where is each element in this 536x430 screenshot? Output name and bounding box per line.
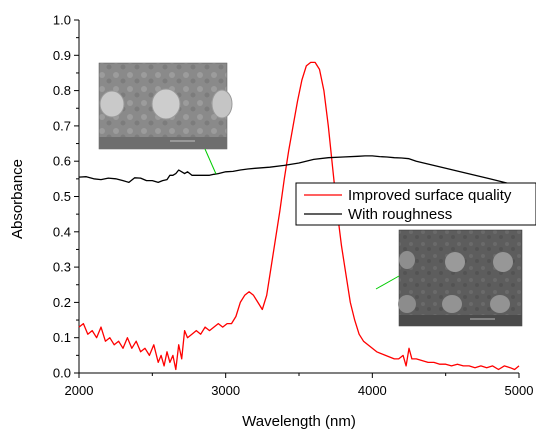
series-line-with-roughness	[78, 155, 520, 187]
y-axis-title: Absorbance	[9, 159, 26, 239]
x-tick-label: 5000	[505, 383, 534, 398]
x-ticks: 2000 3000 4000 5000	[65, 373, 534, 398]
legend-box	[295, 182, 536, 226]
sem-inset-rough-info-bar	[399, 315, 522, 326]
sem-inset-smooth-connector	[204, 148, 217, 175]
x-tick-label: 3000	[211, 383, 240, 398]
sem-inset-smooth-info-bar	[99, 137, 227, 149]
y-tick-label: 0.2	[53, 295, 71, 310]
sem-particle	[399, 251, 415, 269]
sem-particle	[211, 89, 233, 119]
y-tick-label: 0.9	[53, 48, 71, 63]
x-tick-label: 4000	[358, 383, 387, 398]
y-tick-label: 1.0	[53, 13, 71, 28]
sem-inset-rough	[398, 229, 523, 327]
sem-particle	[493, 252, 513, 272]
series-layer	[78, 61, 520, 371]
legend: Improved surface quality With roughness	[295, 182, 536, 226]
y-tick-label: 0.7	[53, 118, 71, 133]
sem-particle	[445, 252, 465, 272]
y-tick-label: 0.1	[53, 330, 71, 345]
y-tick-label: 0.4	[53, 224, 71, 239]
x-tick-label: 2000	[65, 383, 94, 398]
sem-inset-rough-connector	[375, 275, 400, 290]
x-axis-title: Wavelength (nm)	[242, 413, 356, 430]
legend-label-roughness: With roughness	[348, 206, 452, 223]
sem-particle	[151, 88, 181, 120]
sem-particle	[490, 295, 510, 313]
y-tick-label: 0.0	[53, 366, 71, 381]
legend-label-improved: Improved surface quality	[348, 187, 512, 204]
sem-particle	[442, 295, 462, 313]
y-tick-label: 0.3	[53, 260, 71, 275]
sem-inset-smooth	[98, 62, 233, 150]
series-line-improved-surface-quality	[78, 61, 520, 371]
sem-particle	[398, 295, 416, 313]
y-ticks: 0.0 0.1 0.2 0.3 0.4 0.5 0.6 0.7 0.8 0.9 1.0	[53, 13, 79, 381]
y-tick-label: 0.5	[53, 189, 71, 204]
y-tick-label: 0.6	[53, 154, 71, 169]
y-tick-label: 0.8	[53, 83, 71, 98]
sem-particle	[99, 90, 125, 118]
